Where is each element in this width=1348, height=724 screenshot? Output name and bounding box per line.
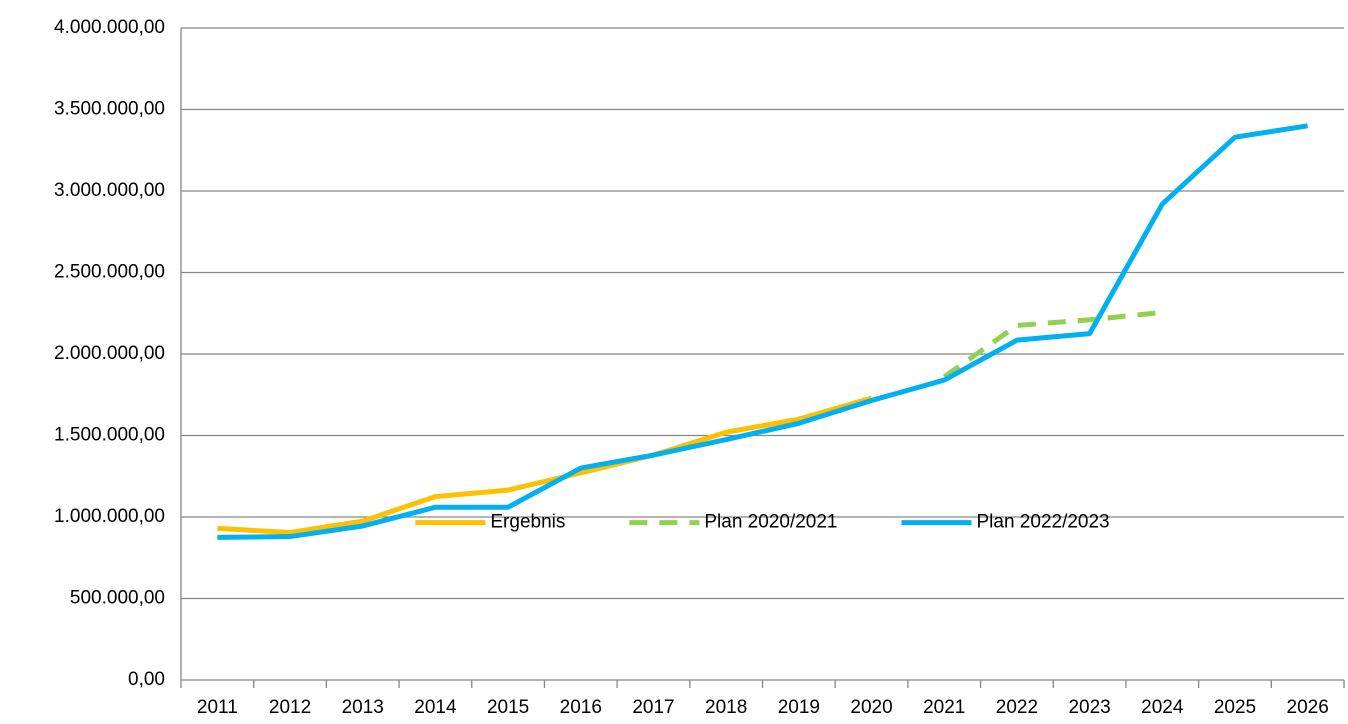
x-tick-label: 2017 <box>632 697 674 718</box>
x-tick-label: 2014 <box>414 697 457 718</box>
y-tick-label: 2.000.000,00 <box>54 343 165 364</box>
y-tick-label: 2.500.000,00 <box>54 262 165 283</box>
x-tick-label: 2026 <box>1287 697 1329 718</box>
y-tick-label: 0,00 <box>128 669 165 690</box>
x-tick-label: 2011 <box>197 697 238 718</box>
legend-item: Ergebnis <box>415 512 565 533</box>
legend-item: Plan 2022/2023 <box>901 512 1110 533</box>
y-tick-label: 3.000.000,00 <box>54 180 165 201</box>
y-tick-label: 500.000,00 <box>70 588 165 609</box>
x-tick-label: 2018 <box>705 697 747 718</box>
x-tick-label: 2021 <box>923 697 965 718</box>
x-tick-label: 2020 <box>850 697 892 718</box>
x-tick-label: 2023 <box>1068 697 1110 718</box>
x-tick-label: 2012 <box>269 697 311 718</box>
y-tick-label: 1.500.000,00 <box>54 425 165 446</box>
x-tick-label: 2015 <box>487 697 529 718</box>
legend-label: Plan 2020/2021 <box>704 512 837 533</box>
series-line <box>217 123 1309 540</box>
x-tick-label: 2024 <box>1141 697 1184 718</box>
x-tick-label: 2022 <box>996 697 1038 718</box>
legend: Ergebnis Plan 2020/2021 Plan 2022/2023 <box>415 512 1110 533</box>
series-line <box>217 395 873 535</box>
series-line <box>942 309 1163 379</box>
y-tick-label: 1.000.000,00 <box>54 506 165 527</box>
x-tick-label: 2019 <box>778 697 820 718</box>
y-tick-label: 4.000.000,00 <box>54 17 165 38</box>
x-tick-label: 2013 <box>342 697 384 718</box>
x-tick-label: 2016 <box>560 697 602 718</box>
legend-item: Plan 2020/2021 <box>629 512 838 533</box>
x-tick-label: 2025 <box>1214 697 1256 718</box>
legend-label: Plan 2022/2023 <box>977 512 1110 533</box>
y-tick-label: 3.500.000,00 <box>54 99 165 120</box>
legend-label: Ergebnis <box>490 512 565 533</box>
